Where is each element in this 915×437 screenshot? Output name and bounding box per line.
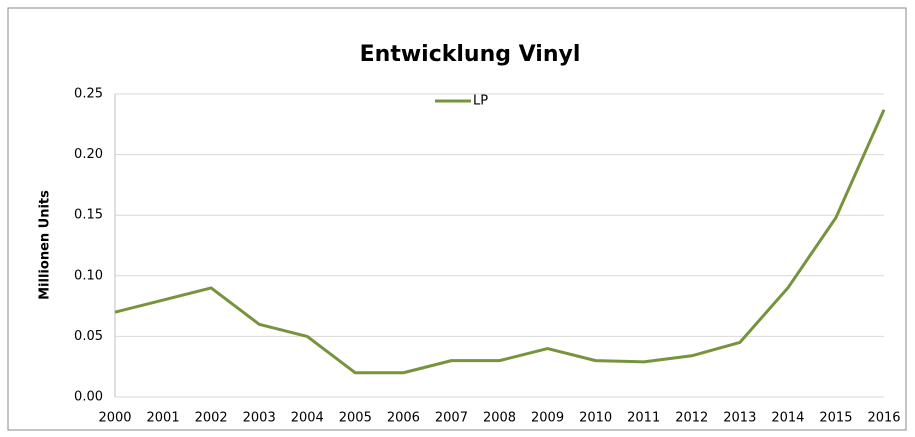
- x-tick-label: 2010: [579, 411, 612, 426]
- x-tick-label: 2001: [147, 411, 180, 426]
- x-tick-label: 2012: [675, 411, 708, 426]
- x-tick-label: 2016: [867, 411, 900, 426]
- data-line: [114, 109, 886, 375]
- x-tick-label: 2009: [531, 411, 564, 426]
- y-tick-label: 0.15: [74, 208, 103, 223]
- x-tick-label: 2004: [291, 411, 324, 426]
- x-tick-label: 2013: [723, 411, 756, 426]
- x-tick-label: 2011: [627, 411, 660, 426]
- y-tick-label: 0.10: [74, 268, 103, 283]
- x-tick-label: 2014: [771, 411, 804, 426]
- chart-border: [7, 7, 907, 431]
- x-tick-label: 2008: [483, 411, 516, 426]
- x-tick-label: 2006: [387, 411, 420, 426]
- x-tick-label: 2002: [195, 411, 228, 426]
- x-tick-label: 2007: [435, 411, 468, 426]
- y-axis-label: Millionen Units: [38, 190, 53, 300]
- x-tick-label: 2015: [819, 411, 852, 426]
- y-tick-label: 0.20: [74, 147, 103, 162]
- x-tick-label: 2003: [243, 411, 276, 426]
- y-tick-label: 0.05: [74, 329, 103, 344]
- y-tick-label: 0.25: [74, 87, 103, 102]
- legend-label: LP: [473, 94, 488, 109]
- chart-title: Entwicklung Vinyl: [360, 42, 581, 67]
- x-tick-label: 2005: [339, 411, 372, 426]
- x-tick-label: 2000: [98, 411, 131, 426]
- y-tick-label: 0.00: [74, 390, 103, 405]
